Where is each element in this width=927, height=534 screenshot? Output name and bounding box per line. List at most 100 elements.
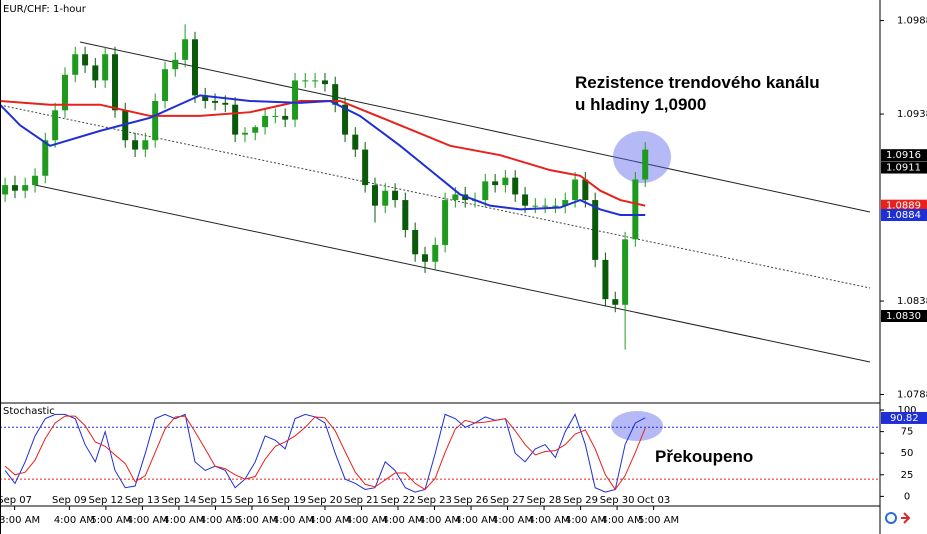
- candle-body: [321, 80, 328, 85]
- candle-body: [522, 194, 529, 206]
- candle-body: [342, 104, 349, 135]
- price-label: 1.0830: [886, 311, 921, 322]
- candle-body: [112, 54, 119, 111]
- candle-body: [502, 177, 509, 186]
- candle-body: [542, 205, 549, 207]
- x-tick-label: Sep 12: [89, 495, 124, 506]
- annotation: Rezistence trendového kanálu: [575, 73, 820, 92]
- candle-body: [512, 177, 519, 195]
- candle-body: [52, 110, 59, 141]
- candle-body: [432, 244, 439, 262]
- candle-body: [222, 102, 229, 105]
- time-label: 4:00 AM: [54, 515, 95, 526]
- x-tick-label: Sep 16: [235, 495, 270, 506]
- candle-body: [312, 80, 319, 82]
- candle-body: [102, 54, 109, 81]
- highlight: [611, 411, 663, 441]
- title-box: [1, 405, 45, 418]
- x-tick-label: Sep 29: [563, 495, 598, 506]
- icon[interactable]: [901, 512, 911, 524]
- candle-body: [442, 200, 449, 245]
- x-tick-label: Sep 27: [490, 495, 525, 506]
- time-label: 4:00 AM: [273, 515, 314, 526]
- candle-body: [42, 140, 49, 176]
- candle-body: [252, 127, 259, 133]
- candle-body: [452, 194, 459, 201]
- price-label: 1.0911: [886, 163, 921, 174]
- candle-body: [582, 179, 589, 201]
- icon[interactable]: [885, 512, 897, 524]
- candle-body: [642, 149, 649, 180]
- y-tick-label: 100: [897, 405, 916, 416]
- candle-body: [232, 104, 239, 135]
- plot: [0, 24, 880, 493]
- x-tick-label: Sep 28: [527, 495, 562, 506]
- y-tick-label: 0: [904, 491, 910, 502]
- candle-body: [482, 181, 489, 201]
- value-label: 90.82: [890, 413, 919, 424]
- candle-body: [142, 140, 149, 150]
- candle-body: [272, 115, 279, 117]
- candle-body: [362, 149, 369, 186]
- candle-body: [402, 200, 409, 230]
- y-tick-label: 1.0988: [897, 16, 927, 27]
- toolbar-icons[interactable]: [885, 512, 911, 524]
- time-label: 4:00 AM: [127, 515, 168, 526]
- price-label: 1.0889: [886, 201, 921, 212]
- price-label: 1.0884: [886, 210, 921, 221]
- candle-body: [32, 175, 39, 186]
- title-box: [1, 1, 79, 15]
- time-label: 4:00 AM: [529, 515, 570, 526]
- x-tick-label: Sep 23: [417, 495, 452, 506]
- candle-body: [422, 254, 429, 262]
- x-tick-label: Sep 21: [344, 495, 379, 506]
- time-label: 4:00 AM: [382, 515, 423, 526]
- moving-average: [0, 94, 646, 217]
- time-label: 4:00 AM: [419, 515, 460, 526]
- time-label: 4:00 AM: [492, 515, 533, 526]
- panel-title: Stochastic: [3, 406, 55, 417]
- candle-body: [602, 259, 609, 300]
- time-label: 5:00 AM: [90, 515, 131, 526]
- annotation: u hladiny 1,0900: [575, 95, 706, 114]
- candle-body: [162, 69, 169, 101]
- x-tick-label: Sep 26: [454, 495, 489, 506]
- candle-body: [562, 200, 569, 206]
- time-label: 4:00 AM: [455, 515, 496, 526]
- value-label-box: [881, 411, 927, 424]
- price-label-box: [881, 199, 927, 212]
- candle-body: [182, 39, 189, 60]
- x-tick-label: Sep 14: [162, 495, 197, 506]
- candle-body: [212, 100, 219, 103]
- candle-body: [72, 54, 79, 75]
- candle-body: [152, 100, 159, 141]
- candle-body: [382, 190, 389, 206]
- candle-body: [11, 185, 18, 191]
- chart-title: EUR/CHF: 1-hour: [3, 4, 87, 15]
- candle-body: [2, 185, 9, 195]
- time-label: 4:00 AM: [163, 515, 204, 526]
- candle-body: [202, 95, 209, 101]
- candle-body: [392, 190, 399, 201]
- annotation: Překoupeno: [655, 447, 753, 466]
- candle-body: [82, 54, 89, 66]
- moving-average: [0, 99, 646, 207]
- highlight: [613, 131, 671, 183]
- candle-body: [92, 65, 99, 81]
- x-tick-label: Sep 09: [52, 495, 87, 506]
- price-label-box: [881, 209, 927, 222]
- y-tick-label: 1.0788: [897, 390, 927, 401]
- price-label-box: [881, 149, 927, 162]
- candle-body: [552, 205, 559, 207]
- x-tick-label: Sep 20: [308, 495, 343, 506]
- time-label: 4:00 AM: [309, 515, 350, 526]
- channel-lower: [34, 184, 871, 363]
- time-label: 4:00 AM: [565, 515, 606, 526]
- x-tick-label: Oct 03: [637, 495, 670, 506]
- x-tick-label: Sep 19: [271, 495, 306, 506]
- candle-body: [292, 80, 299, 120]
- y-tick-label: 25: [901, 470, 914, 481]
- time-label: 5:00 AM: [638, 515, 679, 526]
- price-label-box: [881, 309, 927, 322]
